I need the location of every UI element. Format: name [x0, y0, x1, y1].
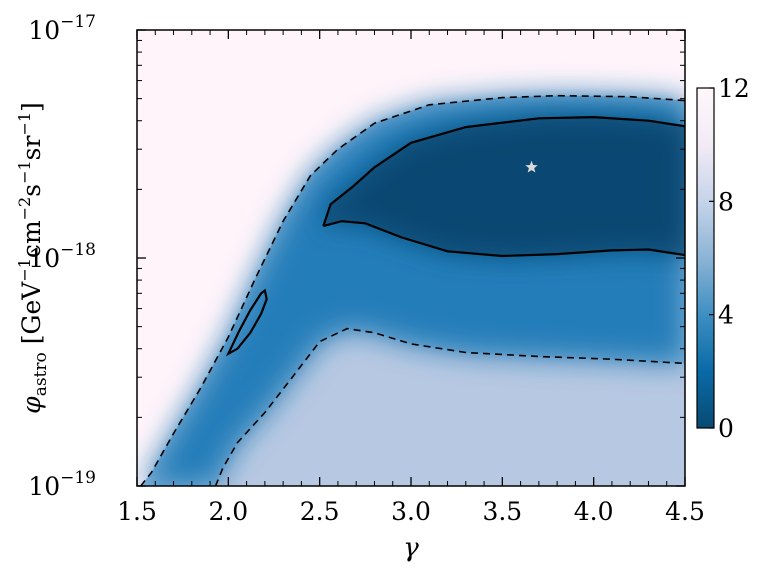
y-label-unit-s: s: [17, 184, 46, 197]
y-label-symbol: φ: [17, 396, 46, 414]
x-axis-ticks: 1.5 2.0 2.5 3.0 3.5 4.0 4.5: [117, 30, 705, 526]
x-tick-label: 4.5: [665, 497, 705, 526]
y-tick-label: 10−17: [28, 12, 96, 45]
y-label-subscript: astro: [31, 352, 51, 396]
contour-dashed-2-0: [140, 94, 685, 486]
svg-text:φastro[GeV−1cm−2s−1sr−1]: φastro[GeV−1cm−2s−1sr−1]: [15, 102, 51, 414]
colorbar-gradient: [696, 87, 715, 429]
y-label-unit-sr: sr: [17, 135, 46, 160]
contours: [140, 94, 685, 486]
y-axis-label: φastro[GeV−1cm−2s−1sr−1]: [15, 102, 51, 414]
heatmap-region-core-inner: [323, 117, 685, 256]
contour-dashed-2-1: [214, 327, 685, 486]
y-label-unit-open: [GeV: [17, 281, 46, 345]
y-tick-label: 10−19: [28, 468, 96, 501]
heatmap: [137, 30, 685, 486]
heatmap-region-low: [137, 328, 685, 486]
x-tick-label: 3.0: [391, 497, 431, 526]
x-axis-label: γ: [403, 533, 419, 563]
y-label-exp-4: −1: [15, 112, 34, 136]
colorbar-ticks: 0 4 8 12: [709, 74, 750, 443]
colorbar-tick-label: 0: [718, 414, 734, 443]
colorbar-tick-label: 8: [718, 187, 734, 216]
best-fit-layer: [525, 160, 538, 173]
x-tick-label: 2.5: [300, 497, 340, 526]
contour-solid-1-0: [225, 288, 268, 357]
y-label-exp-1: −1: [15, 258, 34, 282]
y-label-exp-2: −2: [15, 197, 34, 221]
x-tick-label: 4.0: [574, 497, 614, 526]
contour-solid-0-0: [322, 115, 685, 227]
y-label-exp-3: −1: [15, 160, 34, 184]
x-tick-label: 3.5: [482, 497, 522, 526]
x-tick-label: 1.5: [117, 497, 157, 526]
colorbar-tick-label: 4: [718, 301, 734, 330]
y-label-unit-close: ]: [17, 102, 46, 112]
x-tick-label: 2.0: [208, 497, 248, 526]
y-label-unit-cm: cm: [17, 220, 46, 258]
colorbar: 0 4 8 12: [696, 74, 750, 443]
colorbar-tick-label: 12: [718, 74, 750, 103]
heatmap-fill: [137, 95, 685, 486]
best-fit-star: [525, 160, 538, 173]
contour-solid-0-1: [323, 220, 685, 258]
